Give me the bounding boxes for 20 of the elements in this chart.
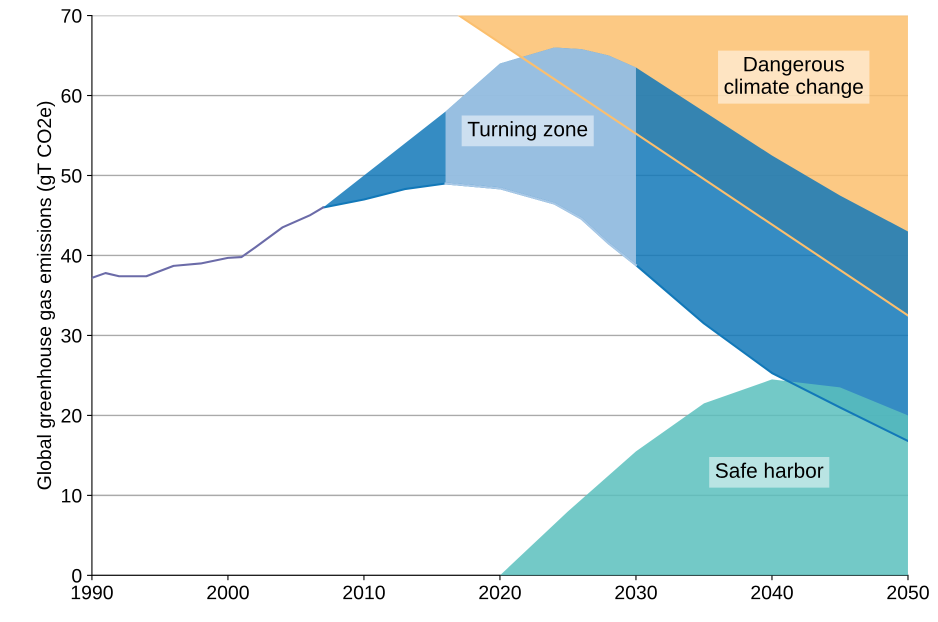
y-tick-label: 70 xyxy=(62,9,82,23)
y-tick-label: 20 xyxy=(62,408,82,423)
y-tick-label: 60 xyxy=(62,88,82,103)
annotation: Safe harbor xyxy=(716,462,824,478)
y-tick-label: 30 xyxy=(61,328,82,343)
y-axis-title: Global greenhouse gas emissions (gT CO2e) xyxy=(36,102,56,490)
annotation: Dangerous climate change xyxy=(724,56,863,98)
x-tick-label: 2000 xyxy=(207,586,249,600)
x-tick-label: 2010 xyxy=(343,586,385,600)
annotation: Turning zone xyxy=(468,121,588,141)
x-tick-label: 1990 xyxy=(72,586,113,600)
x-tick-label: 2050 xyxy=(887,586,929,600)
y-tick-label: 0 xyxy=(72,568,82,583)
y-tick-label: 10 xyxy=(62,488,82,503)
x-tick-label: 2020 xyxy=(479,586,521,600)
line-series xyxy=(92,206,324,279)
y-tick-label: 50 xyxy=(61,168,82,183)
y-tick-label: 40 xyxy=(61,248,82,263)
x-tick-label: 2030 xyxy=(615,586,657,600)
x-tick-label: 2040 xyxy=(751,586,793,600)
